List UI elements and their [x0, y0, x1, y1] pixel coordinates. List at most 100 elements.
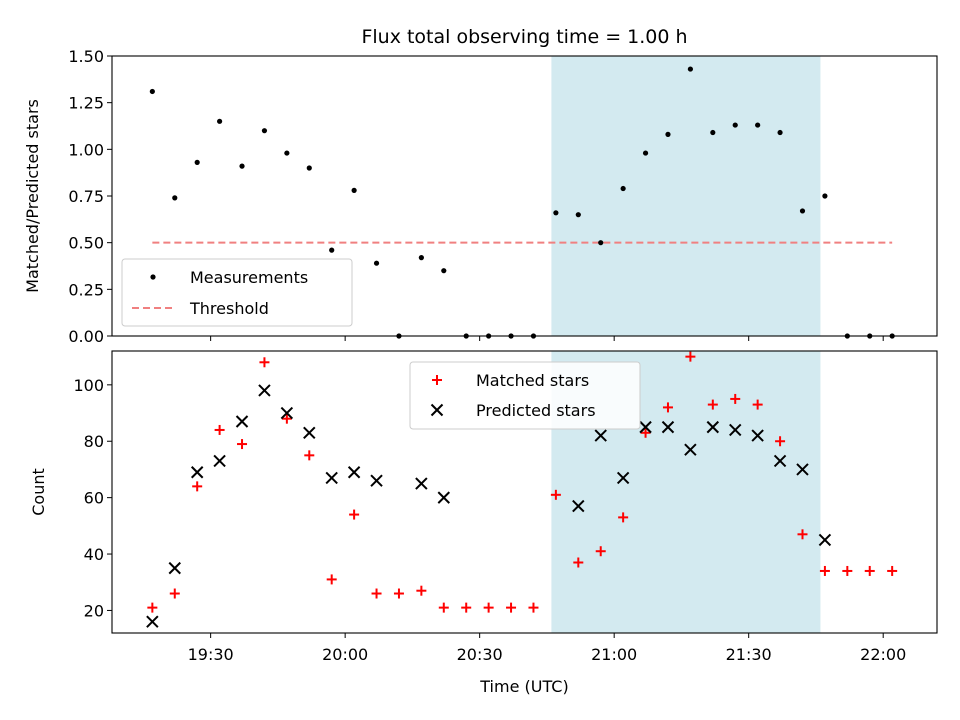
matched-star-point [259, 357, 270, 368]
predicted-star-point [751, 429, 764, 442]
predicted-star-point [415, 477, 428, 490]
matched-star-point [371, 588, 382, 599]
predicted-star-point [213, 454, 226, 468]
predicted-star-point [818, 533, 832, 547]
measurement-point [553, 210, 559, 216]
predicted-star-point [280, 406, 294, 420]
top-y-tick-label: 0.00 [68, 327, 104, 346]
measurement-point [620, 185, 626, 192]
legend-label-matched-stars: Matched stars [476, 371, 589, 390]
matched-star-point [461, 602, 472, 613]
matched-star-point [864, 565, 875, 576]
measurement-point [777, 129, 783, 136]
top-legend: Measurements Threshold [121, 258, 353, 327]
matched-star-point [797, 529, 808, 540]
bottom-legend-box [409, 361, 641, 430]
predicted-star-point [684, 443, 697, 456]
bottom-panel: 20 40 60 80 100 19:30 20:00 20:30 21:00 21:30 22:0… [29, 350, 938, 696]
matched-star-point [618, 512, 629, 523]
bottom-y-tick-label: 40 [84, 545, 104, 564]
matched-star-point [326, 574, 337, 585]
matched-star-point [887, 565, 898, 576]
chart-title: Flux total observing time = 1.00 h [361, 26, 687, 48]
top-y-tick-label: 0.50 [68, 234, 104, 253]
measurement-point [149, 88, 155, 95]
top-highlight-span [551, 56, 821, 336]
matched-star-point [640, 427, 651, 438]
x-tick-label: 19:30 [188, 645, 234, 664]
matched-star-point [662, 402, 673, 413]
matched-star-point [506, 602, 517, 613]
predicted-star-point [572, 499, 585, 513]
matched-star-point [528, 602, 539, 613]
measurement-point [441, 268, 447, 274]
predicted-star-point [639, 420, 652, 434]
measurement-point [351, 187, 357, 193]
predicted-star-point [258, 384, 271, 397]
legend-plus [432, 375, 442, 385]
measurement-point [732, 122, 738, 128]
measurement-point [239, 163, 245, 169]
top-legend-box [121, 258, 353, 327]
top-y-tick-label: 1.25 [68, 94, 104, 113]
matched-star-point [550, 489, 561, 500]
matched-star-point [349, 509, 360, 520]
matched-star-point [573, 557, 584, 568]
x-tick-label: 20:30 [457, 645, 503, 664]
top-y-tick-label: 1.00 [68, 140, 104, 159]
matched-star-point [192, 481, 203, 492]
matched-star-point [416, 585, 427, 596]
measurement-point [755, 122, 761, 128]
predicted-star-point [437, 491, 451, 504]
predicted-star-point [616, 471, 630, 485]
bottom-y-axis-label: Count [29, 468, 48, 516]
measurement-point [217, 118, 223, 124]
predicted-star-point [325, 471, 338, 485]
predicted-star-point [347, 466, 361, 479]
x-tick-label: 21:30 [726, 645, 772, 664]
predicted-star-point [594, 429, 607, 442]
matched-star-point [169, 588, 180, 599]
legend-marker-measurements [150, 274, 156, 280]
measurement-point [373, 260, 380, 266]
measurement-point [665, 131, 671, 137]
x-tick-label: 20:00 [322, 645, 368, 664]
legend-cross [430, 403, 444, 417]
matched-star-point [438, 602, 449, 613]
matched-star-point [483, 602, 494, 613]
predicted-star-point [370, 474, 383, 487]
matched-star-point [842, 565, 853, 576]
legend-label-threshold: Threshold [189, 299, 269, 318]
predicted-star-point [661, 420, 675, 434]
matched-star-point [819, 565, 830, 576]
legend-label-predicted-stars: Predicted stars [476, 401, 596, 420]
top-y-tick-label: 0.75 [68, 187, 104, 206]
matched-star-point [214, 424, 225, 435]
predicted-star-point [235, 415, 249, 428]
matched-star-point [304, 450, 315, 461]
matched-star-point [707, 399, 718, 410]
matched-star-point [775, 436, 786, 447]
predicted-star-point [796, 463, 809, 476]
top-y-tick-label: 0.25 [68, 280, 104, 299]
measurement-point [172, 195, 178, 201]
predicted-star-point [303, 426, 316, 439]
matched-star-point [281, 413, 292, 424]
measurement-point [710, 129, 716, 136]
predicted-star-point [729, 423, 742, 437]
matched-star-point [595, 546, 606, 557]
matched-star-point [752, 399, 763, 410]
top-y-axis-label: Matched/Predicted stars [23, 99, 42, 293]
measurement-point [261, 128, 268, 134]
top-y-tick-label: 1.50 [68, 47, 104, 66]
predicted-star-point [146, 615, 159, 628]
measurement-point [822, 193, 828, 199]
matched-star-point [393, 588, 404, 599]
bottom-y-tick-label: 60 [84, 489, 104, 508]
measurement-point [329, 247, 335, 253]
measurement-point [284, 150, 290, 156]
matched-star-point [147, 602, 158, 613]
legend-marker-predicted-stars [430, 403, 444, 417]
legend-marker-matched-stars [432, 375, 442, 385]
measurement-point [418, 255, 424, 261]
